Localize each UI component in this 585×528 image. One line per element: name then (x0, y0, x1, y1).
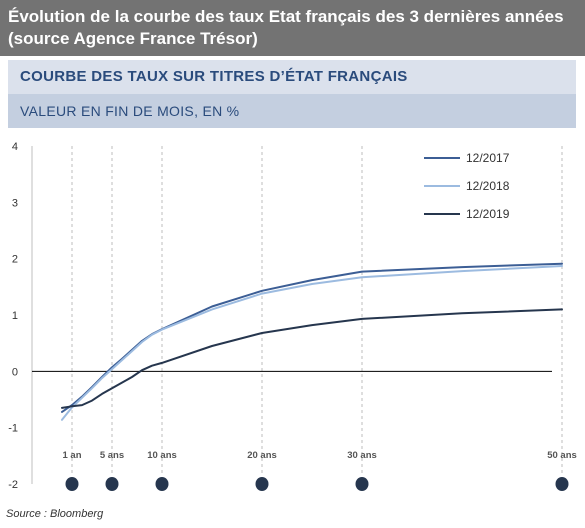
y-tick-label: 1 (12, 310, 18, 322)
x-marker-dot (355, 477, 369, 491)
source-note: Source : Bloomberg (6, 508, 104, 520)
x-tick-label: 1 an (62, 450, 81, 461)
x-marker-dot (255, 477, 269, 491)
y-tick-label: 2 (12, 254, 18, 266)
x-marker-dot (155, 477, 169, 491)
y-tick-label: -1 (8, 423, 18, 435)
y-tick-label: 3 (12, 197, 18, 209)
yield-curve-chart: -2 -1 0 1 2 3 4 1 an 5 ans 10 ans 20 ans 30 ans 50 a… (8, 141, 577, 491)
x-marker-dot (555, 477, 569, 491)
series-line (61, 262, 563, 413)
x-tick-label: 50 ans (547, 450, 577, 461)
series-line (61, 265, 563, 421)
x-tick-label: 10 ans (147, 450, 177, 461)
legend-label: 12/2019 (466, 207, 510, 221)
series-layer (61, 262, 563, 421)
legend-label: 12/2017 (466, 151, 510, 165)
y-tick-label: -2 (8, 479, 18, 491)
legend: 12/2017 12/2018 12/2019 (424, 151, 510, 221)
axis-layer: -2 -1 0 1 2 3 4 1 an 5 ans 10 ans 20 ans 30 ans 50 a… (8, 141, 577, 491)
y-tick-label: 0 (12, 366, 18, 378)
chart-title: COURBE DES TAUX SUR TITRES D’ÉTAT FRANÇA… (8, 60, 576, 94)
x-tick-label: 5 ans (100, 450, 124, 461)
x-marker-dot (105, 477, 119, 491)
page-title: Évolution de la courbe des taux Etat fra… (0, 0, 585, 56)
x-marker-dot (65, 477, 79, 491)
x-tick-label: 30 ans (347, 450, 377, 461)
legend-label: 12/2018 (466, 179, 510, 193)
grid-layer (71, 146, 563, 476)
series-line (61, 308, 563, 409)
y-tick-label: 4 (12, 141, 18, 153)
x-tick-label: 20 ans (247, 450, 277, 461)
chart-subtitle: VALEUR EN FIN DE MOIS, EN % (8, 94, 576, 128)
